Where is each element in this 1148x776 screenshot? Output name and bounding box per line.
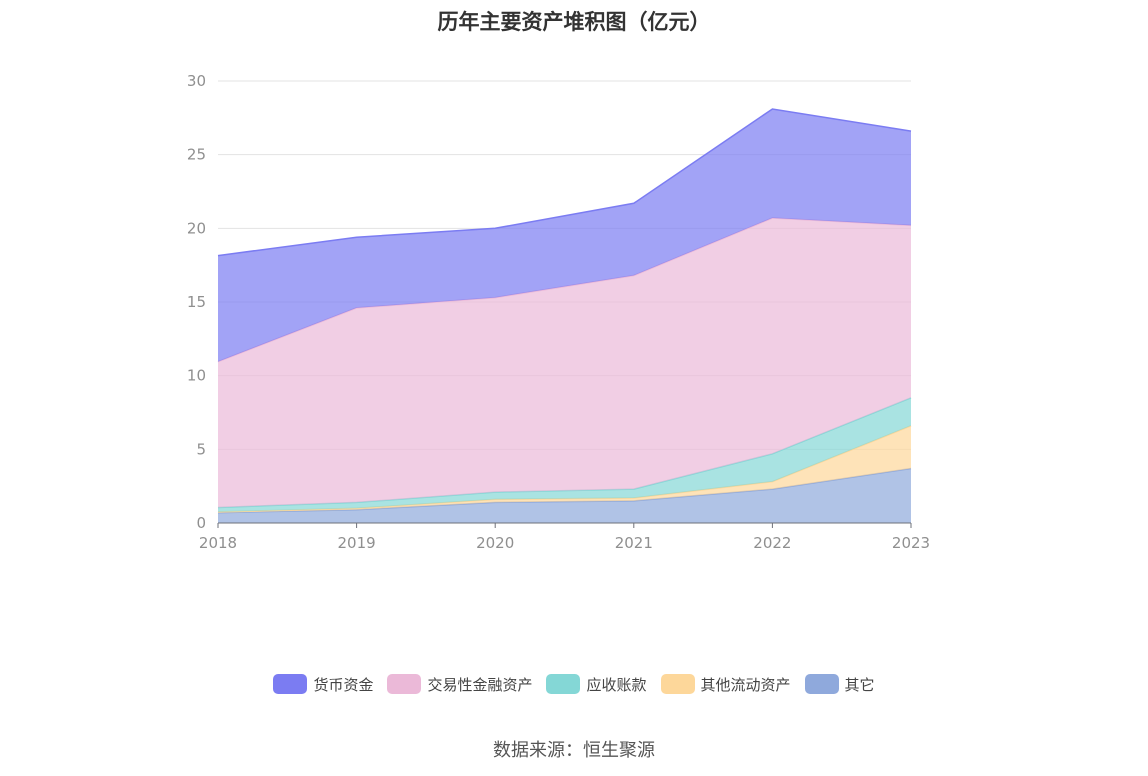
y-tick-label: 25 [187,146,206,164]
area-series-1[interactable] [218,425,911,513]
legend-label: 其它 [844,675,875,694]
x-tick-label: 2023 [892,534,930,552]
y-tick-label: 5 [196,440,206,458]
chart-plot: 0 5 10 15 20 25 30 2018 2019 2020 2021 2022 2023 [187,72,930,552]
legend-item[interactable]: 应收账款 [546,674,647,695]
x-tick-label: 2019 [338,534,376,552]
x-tick-label: 2021 [615,534,653,552]
legend-item[interactable]: 货币资金 [273,674,373,695]
legend-item[interactable]: 其它 [804,674,875,695]
legend-label: 货币资金 [313,675,374,694]
data-source-note: 数据来源：恒生聚源 [493,740,655,761]
y-tick-label: 0 [196,514,206,532]
legend-label: 交易性金融资产 [427,675,533,694]
axes: 0 5 10 15 20 25 30 2018 2019 2020 2021 2022 2023 [187,72,930,552]
area-series-4[interactable] [218,109,911,362]
chart-title: 历年主要资产堆积图（亿元） [437,10,711,34]
area-series-edge-4 [217,108,912,257]
x-tick-label: 2022 [753,534,791,552]
legend: 货币资金 交易性金融资产 应收账款 其他流动资产 其它 [0,672,1148,696]
y-tick-label: 15 [187,293,206,311]
area-series-2[interactable] [218,397,911,512]
legend-label: 其他流动资产 [700,675,791,694]
area-series-group [217,108,912,524]
legend-label: 应收账款 [586,675,647,694]
legend-swatch [804,674,839,694]
legend-swatch [387,674,422,694]
legend-swatch [546,674,581,694]
x-tick-label: 2018 [199,534,237,552]
legend-item[interactable]: 其他流动资产 [660,674,791,695]
legend-swatch [273,674,308,694]
area-series-0[interactable] [218,468,911,524]
y-tick-label: 10 [187,367,206,385]
area-series-3[interactable] [218,218,911,508]
y-tick-label: 20 [187,219,206,237]
y-tick-label: 30 [187,72,206,90]
x-tick-label: 2020 [476,534,514,552]
legend-swatch [660,674,695,694]
legend-item[interactable]: 交易性金融资产 [387,674,532,695]
